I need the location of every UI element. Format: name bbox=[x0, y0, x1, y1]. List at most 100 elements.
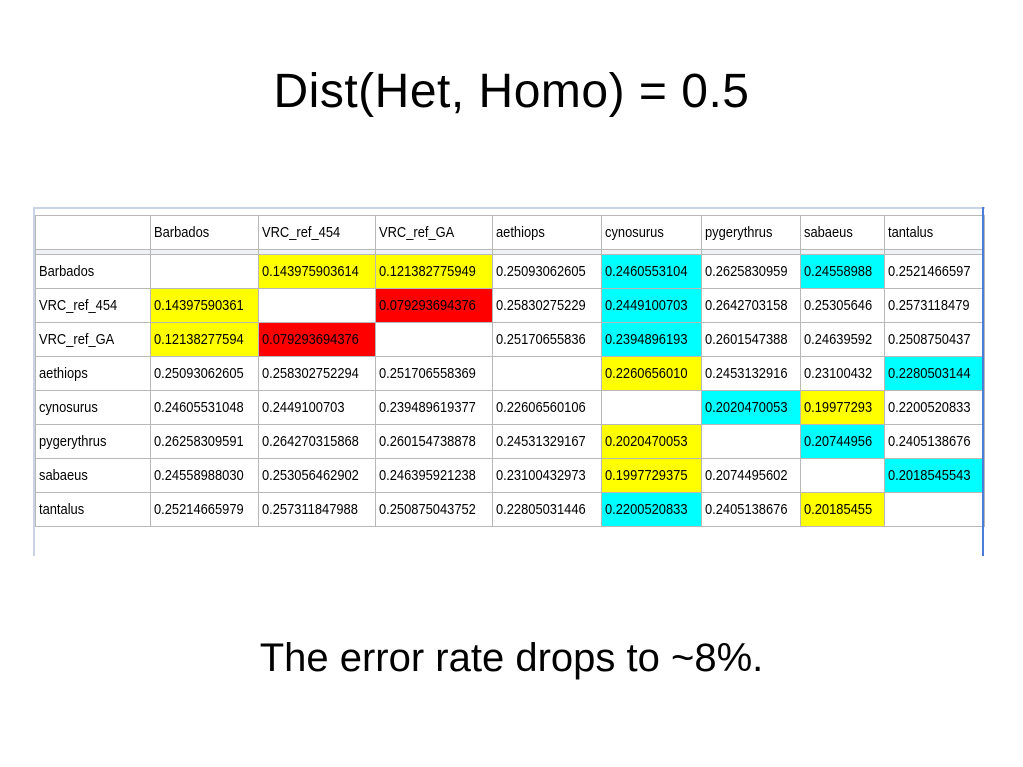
distance-cell[interactable]: 0.23100432 bbox=[800, 356, 886, 391]
distance-value: 0.2200520833 bbox=[888, 399, 971, 416]
column-header-cell[interactable]: VRC_ref_GA bbox=[374, 215, 493, 250]
row-header-cell[interactable]: Barbados bbox=[34, 254, 152, 289]
distance-cell[interactable]: 0.079293694376 bbox=[374, 288, 493, 323]
distance-cell[interactable]: 0.26258309591 bbox=[150, 424, 260, 459]
distance-cell[interactable]: 0.2260656010 bbox=[600, 356, 702, 391]
distance-cell[interactable]: 0.2405138676 bbox=[884, 424, 985, 459]
distance-value: 0.258302752294 bbox=[262, 365, 360, 382]
column-header-cell[interactable]: cynosurus bbox=[600, 215, 702, 250]
distance-cell[interactable]: 0.22606560106 bbox=[491, 390, 602, 425]
distance-cell[interactable]: 0.25305646 bbox=[800, 288, 886, 323]
distance-value: 0.264270315868 bbox=[262, 433, 360, 450]
distance-cell[interactable]: 0.25830275229 bbox=[491, 288, 602, 323]
column-header-cell[interactable]: VRC_ref_454 bbox=[258, 215, 376, 250]
distance-cell[interactable] bbox=[374, 322, 493, 357]
distance-cell[interactable]: 0.22805031446 bbox=[491, 492, 602, 527]
distance-cell[interactable]: 0.121382775949 bbox=[374, 254, 493, 289]
distance-cell[interactable]: 0.264270315868 bbox=[258, 424, 376, 459]
distance-cell[interactable] bbox=[258, 288, 376, 323]
column-header-label: sabaeus bbox=[804, 224, 854, 241]
distance-cell[interactable]: 0.24639592 bbox=[800, 322, 886, 357]
distance-cell[interactable]: 0.2018545543 bbox=[884, 458, 985, 493]
row-header-label: tantalus bbox=[39, 501, 85, 518]
corner-cell[interactable] bbox=[34, 215, 152, 250]
distance-value: 0.2453132916 bbox=[704, 365, 788, 382]
distance-cell[interactable]: 0.2405138676 bbox=[700, 492, 802, 527]
distance-value: 0.2521466597 bbox=[888, 263, 971, 280]
row-header-cell[interactable]: pygerythrus bbox=[34, 424, 152, 459]
distance-cell[interactable]: 0.2280503144 bbox=[884, 356, 985, 391]
distance-cell[interactable]: 0.24531329167 bbox=[491, 424, 602, 459]
column-header-cell[interactable]: aethiops bbox=[491, 215, 602, 250]
distance-value: 0.250875043752 bbox=[378, 501, 476, 518]
row-header-cell[interactable]: sabaeus bbox=[34, 458, 152, 493]
distance-cell[interactable]: 0.239489619377 bbox=[374, 390, 493, 425]
distance-value: 0.2280503144 bbox=[888, 365, 971, 382]
row-header-cell[interactable]: VRC_ref_454 bbox=[34, 288, 152, 323]
distance-cell[interactable]: 0.2200520833 bbox=[884, 390, 985, 425]
distance-cell[interactable]: 0.253056462902 bbox=[258, 458, 376, 493]
distance-cell[interactable]: 0.2020470053 bbox=[600, 424, 702, 459]
column-header-cell[interactable]: tantalus bbox=[884, 215, 985, 250]
distance-value: 0.2625830959 bbox=[704, 263, 788, 280]
distance-cell[interactable] bbox=[800, 458, 886, 493]
distance-cell[interactable]: 0.25093062605 bbox=[150, 356, 260, 391]
distance-cell[interactable]: 0.23100432973 bbox=[491, 458, 602, 493]
header-row: Barbados VRC_ref_454 VRC_ref_GA aethiops cyn… bbox=[34, 215, 985, 250]
distance-cell[interactable]: 0.2074495602 bbox=[700, 458, 802, 493]
distance-value: 0.2449100703 bbox=[262, 399, 345, 416]
distance-value: 0.24531329167 bbox=[495, 433, 586, 450]
row-header-cell[interactable]: tantalus bbox=[34, 492, 152, 527]
distance-cell[interactable]: 0.14397590361 bbox=[150, 288, 260, 323]
distance-cell[interactable]: 0.2449100703 bbox=[600, 288, 702, 323]
distance-cell[interactable]: 0.2642703158 bbox=[700, 288, 802, 323]
distance-value: 0.20744956 bbox=[804, 433, 873, 450]
distance-cell[interactable] bbox=[700, 424, 802, 459]
distance-cell[interactable]: 0.20185455 bbox=[800, 492, 886, 527]
column-resize-edge[interactable] bbox=[982, 207, 985, 556]
distance-cell[interactable]: 0.2394896193 bbox=[600, 322, 702, 357]
distance-cell[interactable]: 0.25214665979 bbox=[150, 492, 260, 527]
distance-cell[interactable]: 0.2449100703 bbox=[258, 390, 376, 425]
distance-cell[interactable]: 0.2521466597 bbox=[884, 254, 985, 289]
distance-cell[interactable]: 0.2020470053 bbox=[700, 390, 802, 425]
distance-cell[interactable]: 0.2453132916 bbox=[700, 356, 802, 391]
table-row: VRC_ref_454 0.14397590361 0.079293694376 0.… bbox=[34, 288, 985, 323]
distance-cell[interactable]: 0.2200520833 bbox=[600, 492, 702, 527]
distance-cell[interactable]: 0.2460553104 bbox=[600, 254, 702, 289]
distance-cell[interactable]: 0.24605531048 bbox=[150, 390, 260, 425]
distance-cell[interactable] bbox=[150, 254, 260, 289]
distance-cell[interactable]: 0.1997729375 bbox=[600, 458, 702, 493]
row-header-cell[interactable]: cynosurus bbox=[34, 390, 152, 425]
distance-cell[interactable]: 0.2601547388 bbox=[700, 322, 802, 357]
distance-cell[interactable]: 0.260154738878 bbox=[374, 424, 493, 459]
distance-value: 0.251706558369 bbox=[378, 365, 476, 382]
distance-cell[interactable]: 0.2508750437 bbox=[884, 322, 985, 357]
column-header-cell[interactable]: pygerythrus bbox=[700, 215, 802, 250]
distance-value: 0.24639592 bbox=[804, 331, 873, 348]
distance-cell[interactable]: 0.257311847988 bbox=[258, 492, 376, 527]
distance-cell[interactable] bbox=[491, 356, 602, 391]
distance-cell[interactable]: 0.25170655836 bbox=[491, 322, 602, 357]
distance-cell[interactable]: 0.12138277594 bbox=[150, 322, 260, 357]
distance-cell[interactable] bbox=[884, 492, 985, 527]
row-header-cell[interactable]: aethiops bbox=[34, 356, 152, 391]
distance-cell[interactable]: 0.258302752294 bbox=[258, 356, 376, 391]
distance-cell[interactable]: 0.19977293 bbox=[800, 390, 886, 425]
distance-cell[interactable] bbox=[600, 390, 702, 425]
distance-cell[interactable]: 0.251706558369 bbox=[374, 356, 493, 391]
column-header-cell[interactable]: sabaeus bbox=[800, 215, 886, 250]
distance-cell[interactable]: 0.246395921238 bbox=[374, 458, 493, 493]
distance-cell[interactable]: 0.2625830959 bbox=[700, 254, 802, 289]
distance-cell[interactable]: 0.250875043752 bbox=[374, 492, 493, 527]
row-header-cell[interactable]: VRC_ref_GA bbox=[34, 322, 152, 357]
distance-cell[interactable]: 0.2573118479 bbox=[884, 288, 985, 323]
distance-cell[interactable]: 0.25093062605 bbox=[491, 254, 602, 289]
distance-cell[interactable]: 0.24558988030 bbox=[150, 458, 260, 493]
distance-cell[interactable]: 0.20744956 bbox=[800, 424, 886, 459]
distance-cell[interactable]: 0.143975903614 bbox=[258, 254, 376, 289]
distance-cell[interactable]: 0.079293694376 bbox=[258, 322, 376, 357]
distance-cell[interactable]: 0.24558988 bbox=[800, 254, 886, 289]
column-header-cell[interactable]: Barbados bbox=[150, 215, 260, 250]
row-header-label: VRC_ref_454 bbox=[39, 297, 118, 314]
